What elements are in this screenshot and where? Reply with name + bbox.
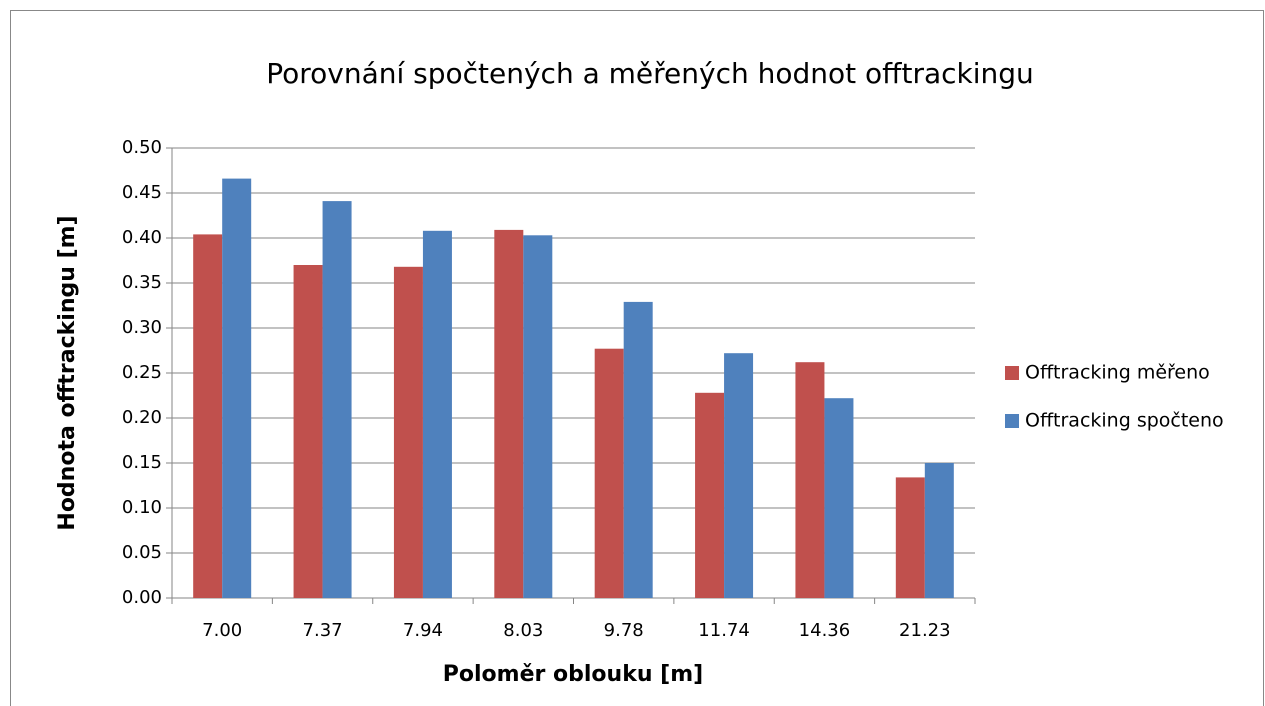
y-tick-label: 0.00 — [122, 587, 162, 608]
bar — [895, 477, 925, 598]
chart-title: Porovnání spočtených a měřených hodnot o… — [266, 57, 1034, 90]
y-tick-label: 0.20 — [122, 407, 162, 428]
bar — [222, 178, 252, 598]
y-tick-label: 0.15 — [122, 452, 162, 473]
y-tick-label: 0.50 — [122, 137, 162, 158]
y-tick-label: 0.45 — [122, 182, 162, 203]
legend-swatch — [1005, 414, 1019, 428]
bar — [494, 229, 524, 598]
x-axis-label: Poloměr oblouku [m] — [443, 662, 703, 687]
y-tick-label: 0.25 — [122, 362, 162, 383]
legend-swatch — [1005, 366, 1019, 380]
x-tick-label: 8.03 — [503, 620, 543, 641]
bar — [695, 392, 725, 598]
bar — [724, 353, 754, 598]
bar — [594, 348, 624, 598]
x-tick-label: 21.23 — [899, 620, 951, 641]
legend-label: Offtracking měřeno — [1025, 362, 1210, 384]
bar — [293, 265, 323, 598]
y-axis-label: Hodnota offtrackingu [m] — [55, 215, 80, 530]
y-tick-label: 0.40 — [122, 227, 162, 248]
bar — [322, 201, 352, 598]
bar — [795, 362, 825, 598]
y-tick-label: 0.10 — [122, 497, 162, 518]
bar — [193, 234, 223, 598]
bar — [422, 230, 452, 599]
legend-label: Offtracking spočteno — [1025, 410, 1224, 432]
x-tick-label: 7.94 — [403, 620, 443, 641]
x-tick-label: 7.00 — [202, 620, 242, 641]
bar — [924, 463, 954, 598]
x-tick-label: 11.74 — [698, 620, 750, 641]
x-tick-label: 14.36 — [799, 620, 851, 641]
x-tick-label: 7.37 — [303, 620, 343, 641]
y-tick-label: 0.05 — [122, 542, 162, 563]
bar — [523, 235, 553, 599]
y-tick-label: 0.30 — [122, 317, 162, 338]
bar — [393, 266, 423, 598]
bar — [623, 301, 653, 598]
x-tick-label: 9.78 — [604, 620, 644, 641]
y-tick-label: 0.35 — [122, 272, 162, 293]
bar — [824, 398, 854, 598]
